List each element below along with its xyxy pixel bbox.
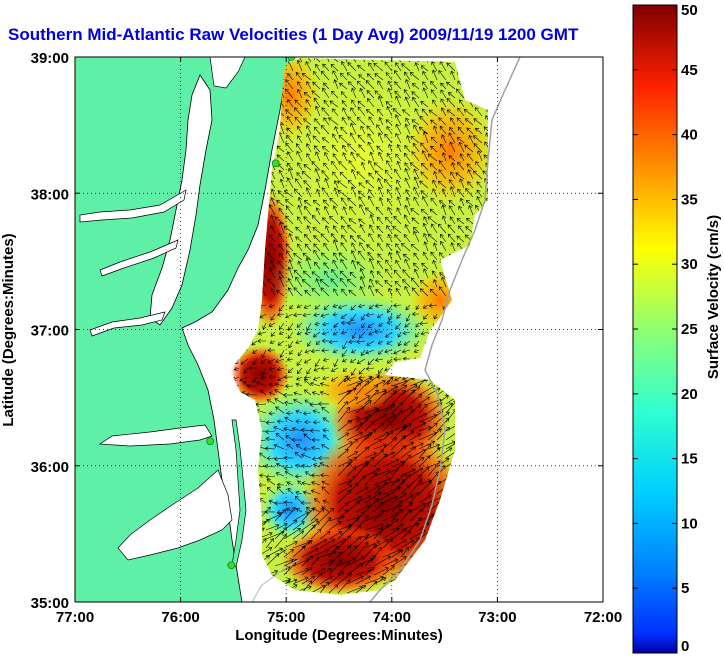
x-axis-label: Longitude (Degrees:Minutes) bbox=[235, 627, 443, 644]
y-tick-label: 39:00 bbox=[31, 50, 69, 67]
x-tick-label: 76:00 bbox=[161, 609, 199, 626]
radar-stations bbox=[206, 57, 296, 570]
y-axis-label: Latitude (Degrees:Minutes) bbox=[0, 233, 17, 426]
vector-arrows bbox=[230, 58, 488, 594]
bathymetry-contour bbox=[369, 57, 521, 602]
colorbar-tick-label: 15 bbox=[681, 451, 698, 468]
x-tick-label: 72:00 bbox=[584, 609, 622, 626]
colorbar bbox=[632, 4, 678, 654]
colorbar-tick-label: 45 bbox=[681, 62, 698, 79]
colorbar-tick-label: 40 bbox=[681, 127, 698, 144]
pamlico-sound bbox=[117, 469, 233, 561]
colorbar-tick-label: 50 bbox=[681, 2, 698, 19]
colorbar-tick-label: 30 bbox=[681, 256, 698, 273]
current-vectors bbox=[230, 58, 488, 594]
colorbar-label: Surface Velocity (cm/s) bbox=[705, 215, 722, 379]
x-tick-label: 77:00 bbox=[56, 609, 94, 626]
y-tick-label: 36:00 bbox=[31, 459, 69, 476]
colorbar-tick-label: 20 bbox=[681, 386, 698, 403]
bathymetry-contour-2 bbox=[251, 559, 299, 602]
radar-station-marker bbox=[206, 437, 215, 446]
colorbar-tick-label: 10 bbox=[681, 515, 698, 532]
rappahannock-river bbox=[99, 239, 179, 277]
colorbar-tick-label: 25 bbox=[681, 321, 698, 338]
radar-station-marker bbox=[271, 159, 280, 168]
x-tick-label: 74:00 bbox=[373, 609, 411, 626]
grid-lines bbox=[75, 57, 603, 602]
delaware-bay bbox=[209, 57, 246, 89]
colorbar-tick-label: 35 bbox=[681, 191, 698, 208]
james-river bbox=[89, 311, 166, 337]
potomac-river bbox=[79, 189, 187, 223]
radar-station-marker bbox=[227, 561, 236, 570]
axis-ticks: 77:00 76:00 75:00 74:00 73:00 72:00 35:00 36:00… bbox=[31, 50, 623, 626]
colorbar-tick-label: 0 bbox=[681, 638, 689, 655]
albemarle-sound bbox=[98, 424, 213, 447]
x-tick-label: 73:00 bbox=[478, 609, 516, 626]
radar-station-marker bbox=[287, 57, 296, 61]
y-tick-label: 37:00 bbox=[31, 323, 69, 340]
chart-title: Southern Mid-Atlantic Raw Velocities (1 … bbox=[8, 25, 579, 44]
plot-area bbox=[75, 57, 603, 602]
y-tick-label: 38:00 bbox=[31, 186, 69, 203]
colorbar-tick-label: 5 bbox=[681, 580, 689, 597]
outer-banks bbox=[231, 419, 247, 568]
x-tick-label: 75:00 bbox=[267, 609, 305, 626]
y-tick-label: 35:00 bbox=[31, 595, 69, 612]
colorbar-ticks: 0 5 10 15 20 25 30 35 40 45 50 bbox=[633, 2, 698, 655]
